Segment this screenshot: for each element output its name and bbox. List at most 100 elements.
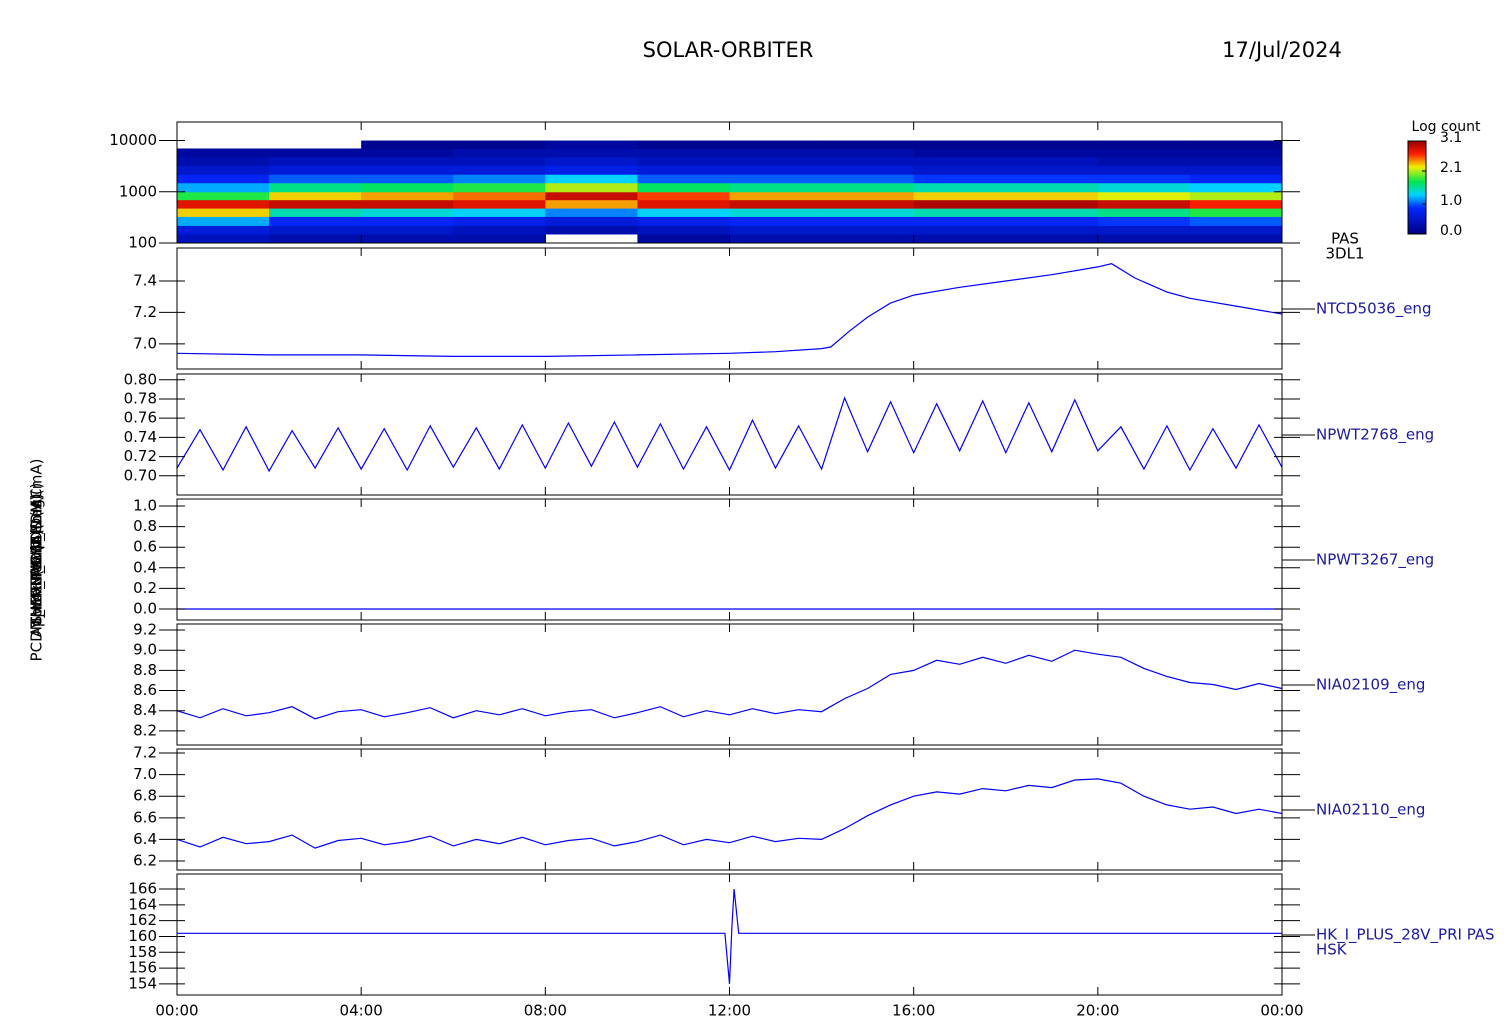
- spectrogram-cell: [1097, 174, 1191, 184]
- spectrogram-cell: [913, 199, 1007, 209]
- spectrogram-cell: [1005, 156, 1099, 166]
- panel-label: NTCD5036_eng: [1316, 300, 1431, 319]
- spectrogram-cell: [545, 208, 638, 217]
- spectrogram-cell: [177, 225, 270, 235]
- spectrogram-cell: [177, 174, 270, 184]
- spectrogram-cell: [1005, 233, 1099, 243]
- spectrogram-cell: [269, 148, 362, 158]
- spectrogram-cell: [177, 199, 270, 209]
- spectrogram-cell: [1005, 216, 1099, 226]
- spectrogram-cell: [269, 156, 362, 166]
- panel-label: 3DL1: [1326, 245, 1365, 263]
- y-tick-label: 0.76: [124, 409, 157, 427]
- spectrogram-cell: [729, 233, 823, 243]
- spectrogram-cell: [361, 182, 454, 193]
- spectrogram-cell: [1189, 156, 1282, 166]
- spectrogram-cell: [913, 140, 1007, 149]
- y-axis-label: THERM_CH4 (mA): [28, 493, 47, 627]
- spectrogram-cell: [1005, 148, 1099, 158]
- spectrogram-cell: [821, 148, 915, 158]
- colorbar-tick-label: 2.1: [1440, 160, 1462, 176]
- spectrogram: [177, 140, 1282, 243]
- spectrogram-cell: [269, 216, 362, 226]
- y-tick-label: 0.80: [124, 370, 157, 388]
- spectrogram-cell: [637, 208, 730, 217]
- panel-frame: [176, 748, 1283, 871]
- spectrogram-cell: [453, 199, 546, 209]
- y-tick-label: 6.8: [133, 787, 157, 805]
- y-tick-label: 0.74: [124, 428, 157, 446]
- y-axis-label: SWA-EAS TDS (V): [28, 495, 46, 625]
- spectrogram-cell: [1097, 148, 1191, 158]
- y-tick-label: 0.0: [133, 599, 157, 617]
- spectrogram-cell: [269, 165, 362, 175]
- y-tick-label: 10000: [109, 131, 157, 149]
- spectrogram-cell: [913, 191, 1007, 201]
- y-tick-label: 156: [128, 959, 157, 977]
- spectrogram-cell: [1189, 165, 1282, 175]
- y-tick-label: 7.0: [133, 765, 157, 783]
- y-tick-label: 1.0: [133, 497, 157, 515]
- spectrogram-cell: [637, 233, 730, 243]
- y-tick-label: 0.2: [133, 579, 157, 597]
- spectrogram-cell: [361, 156, 454, 166]
- panel-label: HK_I_PLUS_28V_PRI PAS: [1316, 926, 1495, 945]
- spectrogram-cell: [177, 191, 270, 201]
- spectrogram-cell: [1005, 191, 1099, 201]
- spectrogram-cell: [269, 182, 362, 193]
- spectrogram-cell: [177, 148, 270, 158]
- y-tick-label: 9.2: [133, 621, 157, 639]
- spectrogram-cell: [729, 182, 823, 193]
- spectrogram-cell: [269, 199, 362, 209]
- spectrogram-cell: [1005, 208, 1099, 217]
- y-tick-label: 0.4: [133, 558, 157, 576]
- y-tick-label: 8.2: [133, 721, 157, 739]
- spectrogram-cell: [1189, 233, 1282, 243]
- spectrogram-cell: [729, 174, 823, 184]
- spectrogram-cell: [1189, 208, 1282, 217]
- spectrogram-cell: [1189, 191, 1282, 201]
- y-tick-label: 162: [128, 911, 157, 929]
- y-tick-label: 7.2: [133, 743, 157, 761]
- spectrogram-cell: [269, 233, 362, 243]
- spectrogram-cell: [1189, 225, 1282, 235]
- data-line: [177, 649, 1282, 720]
- y-tick-label: 8.6: [133, 681, 157, 699]
- y-tick-label: 0.78: [124, 389, 157, 407]
- spectrogram-cell: [545, 165, 638, 175]
- y-tick-label: 8.4: [133, 701, 157, 719]
- y-tick-label: 164: [128, 895, 157, 913]
- spectrogram-cell: [637, 216, 730, 226]
- spectrogram-cell: [913, 182, 1007, 193]
- chart-title: SOLAR-ORBITER: [643, 38, 814, 62]
- panel-frame: [176, 498, 1283, 621]
- colorbar-tick-label: 0.0: [1440, 223, 1462, 239]
- spectrogram-cell: [637, 140, 730, 149]
- spectrogram-cell: [453, 191, 546, 201]
- spectrogram-cell: [177, 165, 270, 175]
- spectrogram-cell: [821, 216, 915, 226]
- y-tick-label: 7.0: [133, 334, 157, 352]
- spectrogram-cell: [269, 225, 362, 235]
- x-tick-label: 20:00: [1076, 1002, 1119, 1020]
- spectrogram-cell: [821, 165, 915, 175]
- spectrogram-cell: [453, 182, 546, 193]
- spectrogram-cell: [729, 140, 823, 149]
- spectrogram-cell: [821, 182, 915, 193]
- spectrogram-cell: [821, 208, 915, 217]
- spectrogram-cell: [545, 148, 638, 158]
- spectrogram-cell: [361, 191, 454, 201]
- spectrogram-cell: [1005, 182, 1099, 193]
- spectrogram-cell: [821, 156, 915, 166]
- spectrogram-cell: [637, 191, 730, 201]
- spectrogram-cell: [1097, 233, 1191, 243]
- y-tick-label: 7.4: [133, 272, 157, 290]
- y-axis-label: THERM_CH5 (mA): [28, 493, 47, 627]
- spectrogram-cell: [637, 148, 730, 158]
- spectrogram-cell: [361, 165, 454, 175]
- spectrogram-cell: [453, 208, 546, 217]
- y-tick-label: 0.6: [133, 538, 157, 556]
- data-line: [177, 396, 1282, 473]
